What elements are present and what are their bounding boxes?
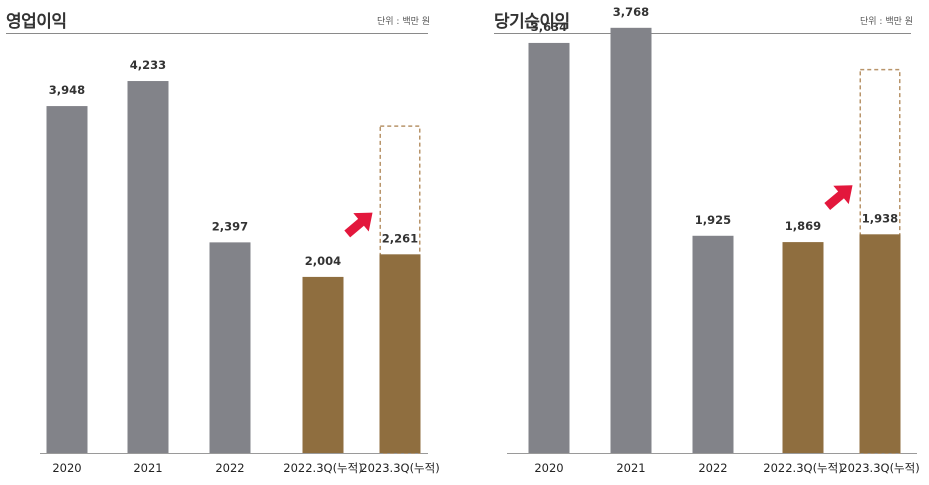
bar xyxy=(46,106,88,453)
bar xyxy=(302,276,344,453)
value-label: 1,938 xyxy=(862,211,898,225)
value-label: 3,634 xyxy=(531,20,567,34)
category-label: 2023.3Q(누적) xyxy=(840,461,919,475)
chart-title: 당기순이익 xyxy=(494,12,570,32)
value-label: 1,869 xyxy=(785,219,821,233)
category-label: 2022.3Q(누적) xyxy=(283,461,362,475)
category-label: 2022.3Q(누적) xyxy=(763,461,842,475)
value-label: 4,233 xyxy=(130,58,166,72)
category-label: 2020 xyxy=(534,461,563,475)
value-label: 2,004 xyxy=(305,254,341,268)
up-right-arrow-icon xyxy=(824,185,853,210)
category-label: 2023.3Q(누적) xyxy=(360,461,439,475)
unit-label: 단위 : 백만 원 xyxy=(860,17,914,27)
bar xyxy=(379,254,421,453)
category-label: 2022 xyxy=(215,461,244,475)
value-label: 1,925 xyxy=(695,213,731,227)
bar xyxy=(528,42,570,454)
category-label: 2021 xyxy=(616,461,645,475)
bar xyxy=(782,242,824,453)
operating-profit-panel: 영업이익 단위 : 백만 원 3,948 2020 4,233 2021 2,397 20… xyxy=(0,0,440,485)
bar xyxy=(692,235,734,453)
bar xyxy=(127,81,169,454)
value-label: 2,261 xyxy=(382,231,418,245)
bar xyxy=(610,27,652,454)
chart-title: 영업이익 xyxy=(6,12,67,32)
net-income-chart: 3,634 2020 3,768 2021 1,925 2022 1,869 2022.3Q(… xyxy=(507,5,920,475)
category-label: 2022 xyxy=(698,461,727,475)
value-label: 2,397 xyxy=(212,219,248,233)
category-label: 2020 xyxy=(52,461,81,475)
title-rule xyxy=(6,33,428,34)
net-income-panel: 당기순이익 단위 : 백만 원 3,634 2020 3,768 2021 1,925 2… xyxy=(488,0,929,485)
operating-profit-chart: 3,948 2020 4,233 2021 2,397 2022 2,004 2022.3Q(… xyxy=(40,58,440,475)
bar xyxy=(859,234,901,453)
unit-label: 단위 : 백만 원 xyxy=(377,17,431,27)
category-label: 2021 xyxy=(133,461,162,475)
bar xyxy=(209,242,251,453)
title-rule xyxy=(494,33,911,34)
up-right-arrow-icon xyxy=(344,212,373,238)
value-label: 3,768 xyxy=(613,5,649,19)
value-label: 3,948 xyxy=(49,83,85,97)
